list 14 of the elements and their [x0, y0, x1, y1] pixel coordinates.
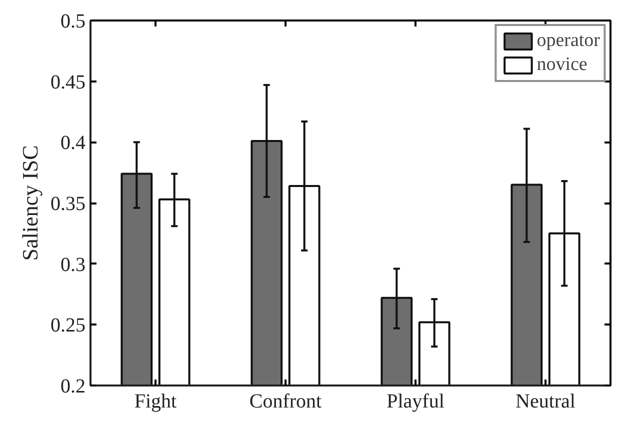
y-tick-label: 0.4	[60, 132, 86, 154]
y-tick-label: 0.25	[50, 314, 86, 337]
x-tick-label: Neutral	[516, 390, 576, 412]
y-tick-label: 0.5	[60, 10, 86, 32]
x-tick-label: Fight	[134, 390, 178, 412]
x-tick-label: Confront	[249, 390, 322, 412]
y-tick-label: 0.45	[50, 71, 86, 94]
y-tick-label: 0.3	[60, 254, 86, 276]
y-tick-label: 0.2	[60, 376, 86, 398]
legend-label: novice	[536, 54, 588, 76]
y-tick-label: 0.35	[50, 193, 86, 215]
legend-label: operator	[536, 30, 600, 52]
x-tick-label: Playful	[386, 390, 445, 412]
y-axis-title: Saliency ISC	[18, 145, 42, 261]
